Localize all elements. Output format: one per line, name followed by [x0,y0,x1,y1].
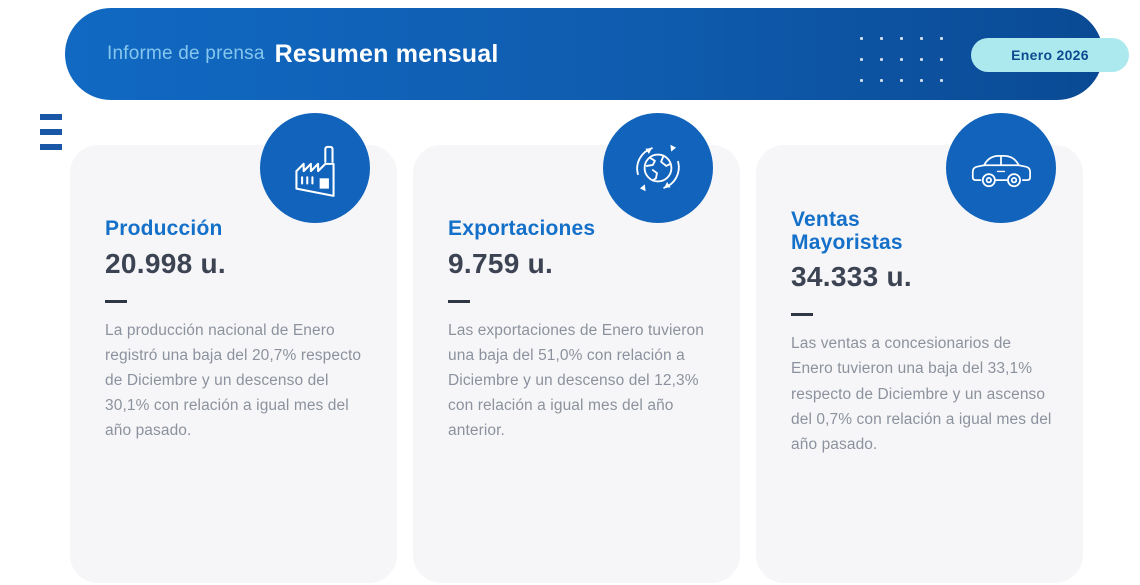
card-value-exportaciones: 9.759 u. [448,247,554,279]
page-title: Resumen mensual [274,39,499,68]
globe-arrows-icon [636,144,680,192]
card-title-produccion: Producción [105,217,223,240]
header-pretitle: Informe de prensa [107,43,265,64]
card-description-ventas: Las ventas a concesionarios de Enero tuv… [791,335,1052,453]
produccion-icon-circle [260,113,370,223]
exportaciones-icon-circle [603,113,713,223]
card-description-exportaciones: Las exportaciones de Enero tuvieron una … [448,321,704,440]
car-icon [971,154,1031,188]
hamburger-icon [40,114,62,120]
card-content: Exportaciones 9.759 u. Las exportaciones… [413,145,740,443]
card-value-ventas: 34.333 u. [791,261,913,293]
card-title-exportaciones: Exportaciones [448,217,596,240]
header-bar: Informe de prensa Resumen mensual [65,8,1103,100]
card-value-produccion: 20.998 u. [105,247,227,279]
card-content: Producción 20.998 u. La producción nacio… [70,145,397,443]
card-content: Ventas Mayoristas 34.333 u. Las ventas a… [756,145,1083,457]
decor-dot-grid [860,37,943,82]
divider-dash [791,313,813,317]
card-ventas-mayoristas: Ventas Mayoristas 34.333 u. Las ventas a… [756,113,1083,583]
card-produccion: Producción 20.998 u. La producción nacio… [70,113,397,583]
card-description-produccion: La producción nacional de Enero registró… [105,321,362,440]
divider-dash [105,299,127,303]
header-titles: Informe de prensa Resumen mensual [107,8,499,100]
card-title-ventas: Ventas Mayoristas [791,208,903,254]
ventas-icon-circle [946,113,1056,223]
hamburger-menu-button[interactable] [38,112,64,152]
card-exportaciones: Exportaciones 9.759 u. Las exportaciones… [413,113,740,583]
divider-dash [448,299,470,303]
factory-icon [295,145,335,197]
month-badge: Enero 2026 [971,38,1129,72]
